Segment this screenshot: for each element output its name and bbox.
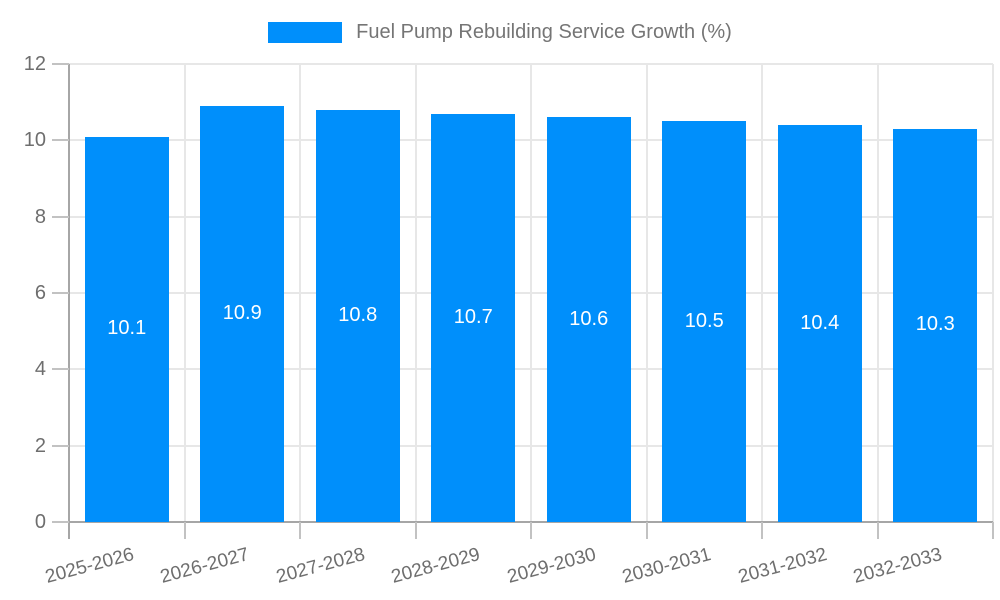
y-axis-tick <box>52 215 69 218</box>
legend-marker <box>268 22 343 43</box>
legend-label: Fuel Pump Rebuilding Service Growth (%) <box>356 21 732 43</box>
bar[interactable]: 10.4 <box>777 125 862 522</box>
y-tick-label: 0 <box>34 511 46 533</box>
x-tick-label: 2031-2032 <box>735 544 830 588</box>
bar[interactable]: 10.6 <box>546 117 631 522</box>
y-axis-tick <box>52 444 69 447</box>
bar-value-label: 10.8 <box>338 303 378 326</box>
x-tick-label: 2026-2027 <box>158 544 252 588</box>
bar[interactable]: 10.3 <box>893 128 978 522</box>
x-axis-tick <box>992 522 994 539</box>
y-axis-tick <box>52 63 69 65</box>
x-tick-label: 2025-2026 <box>42 544 137 588</box>
bar-value-label: 10.5 <box>684 309 724 332</box>
y-tick-label: 2 <box>34 434 46 457</box>
bar[interactable]: 10.8 <box>315 109 400 522</box>
grid-line-horizontal <box>69 215 993 218</box>
bar-value-label: 10.3 <box>915 313 955 336</box>
x-axis-tick <box>876 522 879 539</box>
y-axis-line <box>68 64 70 539</box>
bar[interactable]: 10.1 <box>84 136 169 522</box>
x-tick-label: 2030-2031 <box>620 544 714 588</box>
grid-line-horizontal <box>69 292 993 294</box>
x-tick-label: 2029-2030 <box>504 544 599 588</box>
bar-value-label: 10.1 <box>107 317 147 340</box>
legend-item[interactable]: Fuel Pump Rebuilding Service Growth (%) <box>0 21 1000 44</box>
x-axis-tick <box>414 522 417 539</box>
bar-value-label: 10.7 <box>453 305 493 328</box>
bar[interactable]: 10.7 <box>431 113 516 522</box>
bar-value-label: 10.9 <box>222 301 262 324</box>
grid-line-vertical <box>992 64 994 522</box>
y-tick-label: 4 <box>34 358 46 381</box>
y-axis-tick <box>52 521 69 523</box>
bar[interactable]: 10.9 <box>200 105 285 522</box>
grid-line-horizontal <box>69 139 993 142</box>
x-axis-tick <box>645 522 648 539</box>
bar-value-label: 10.6 <box>569 307 609 330</box>
bar-value-label: 10.4 <box>800 311 840 334</box>
y-axis-tick <box>52 292 69 294</box>
y-tick-label: 8 <box>34 205 46 228</box>
grid-line-horizontal <box>69 63 993 65</box>
x-axis-tick <box>761 522 763 539</box>
y-axis-tick <box>52 368 69 371</box>
x-axis-tick <box>299 522 301 539</box>
bar[interactable]: 10.5 <box>662 121 747 522</box>
x-tick-label: 2032-2033 <box>851 544 945 588</box>
y-tick-label: 10 <box>23 129 46 152</box>
y-axis-tick <box>52 139 69 142</box>
y-tick-label: 6 <box>34 282 46 304</box>
y-tick-label: 12 <box>23 53 46 75</box>
x-axis-tick <box>183 522 186 539</box>
grid-line-horizontal <box>69 368 993 371</box>
grid-line-horizontal <box>69 444 993 447</box>
x-axis-tick <box>530 522 532 539</box>
x-tick-label: 2027-2028 <box>273 544 368 588</box>
x-tick-label: 2028-2029 <box>389 544 483 588</box>
